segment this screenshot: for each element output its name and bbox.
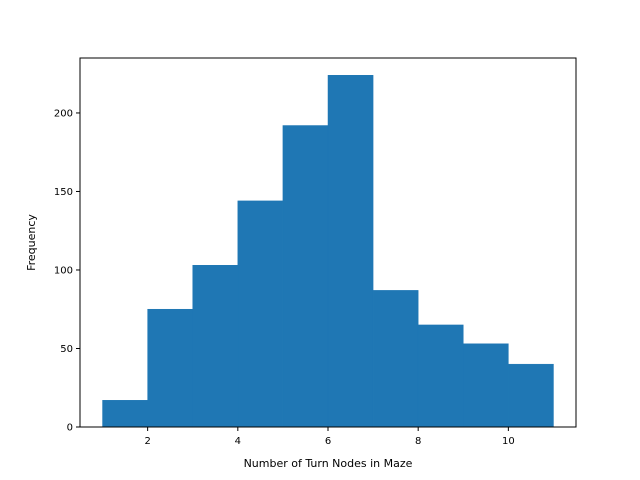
y-tick-label: 150	[54, 187, 73, 198]
histogram-bar-1	[102, 400, 148, 428]
x-tick-label: 6	[325, 436, 331, 447]
histogram-bars	[102, 75, 554, 428]
y-axis-ticks: 0 50 100 150 200	[54, 108, 80, 434]
y-axis-label: Frequency	[25, 214, 38, 271]
histogram-bar-2	[147, 308, 193, 428]
histogram-bar-9	[463, 343, 509, 428]
y-tick-label: 200	[54, 108, 73, 119]
histogram-bar-10	[508, 363, 554, 428]
histogram-bar-3	[192, 265, 239, 428]
histogram-bar-7	[372, 290, 419, 428]
x-tick-label: 2	[144, 436, 150, 447]
x-axis-ticks: 2 4 6 8 10	[144, 427, 515, 447]
x-tick-label: 10	[502, 436, 515, 447]
y-tick-label: 100	[54, 265, 73, 276]
histogram-bar-4	[237, 200, 284, 428]
histogram-bar-8	[417, 324, 464, 428]
y-tick-label: 50	[60, 344, 73, 355]
histogram-bar-5	[282, 125, 329, 428]
x-tick-label: 4	[235, 436, 241, 447]
y-tick-label: 0	[67, 423, 73, 434]
x-tick-label: 8	[415, 436, 421, 447]
histogram-bar-6	[327, 75, 374, 428]
x-axis-label: Number of Turn Nodes in Maze	[244, 457, 413, 470]
